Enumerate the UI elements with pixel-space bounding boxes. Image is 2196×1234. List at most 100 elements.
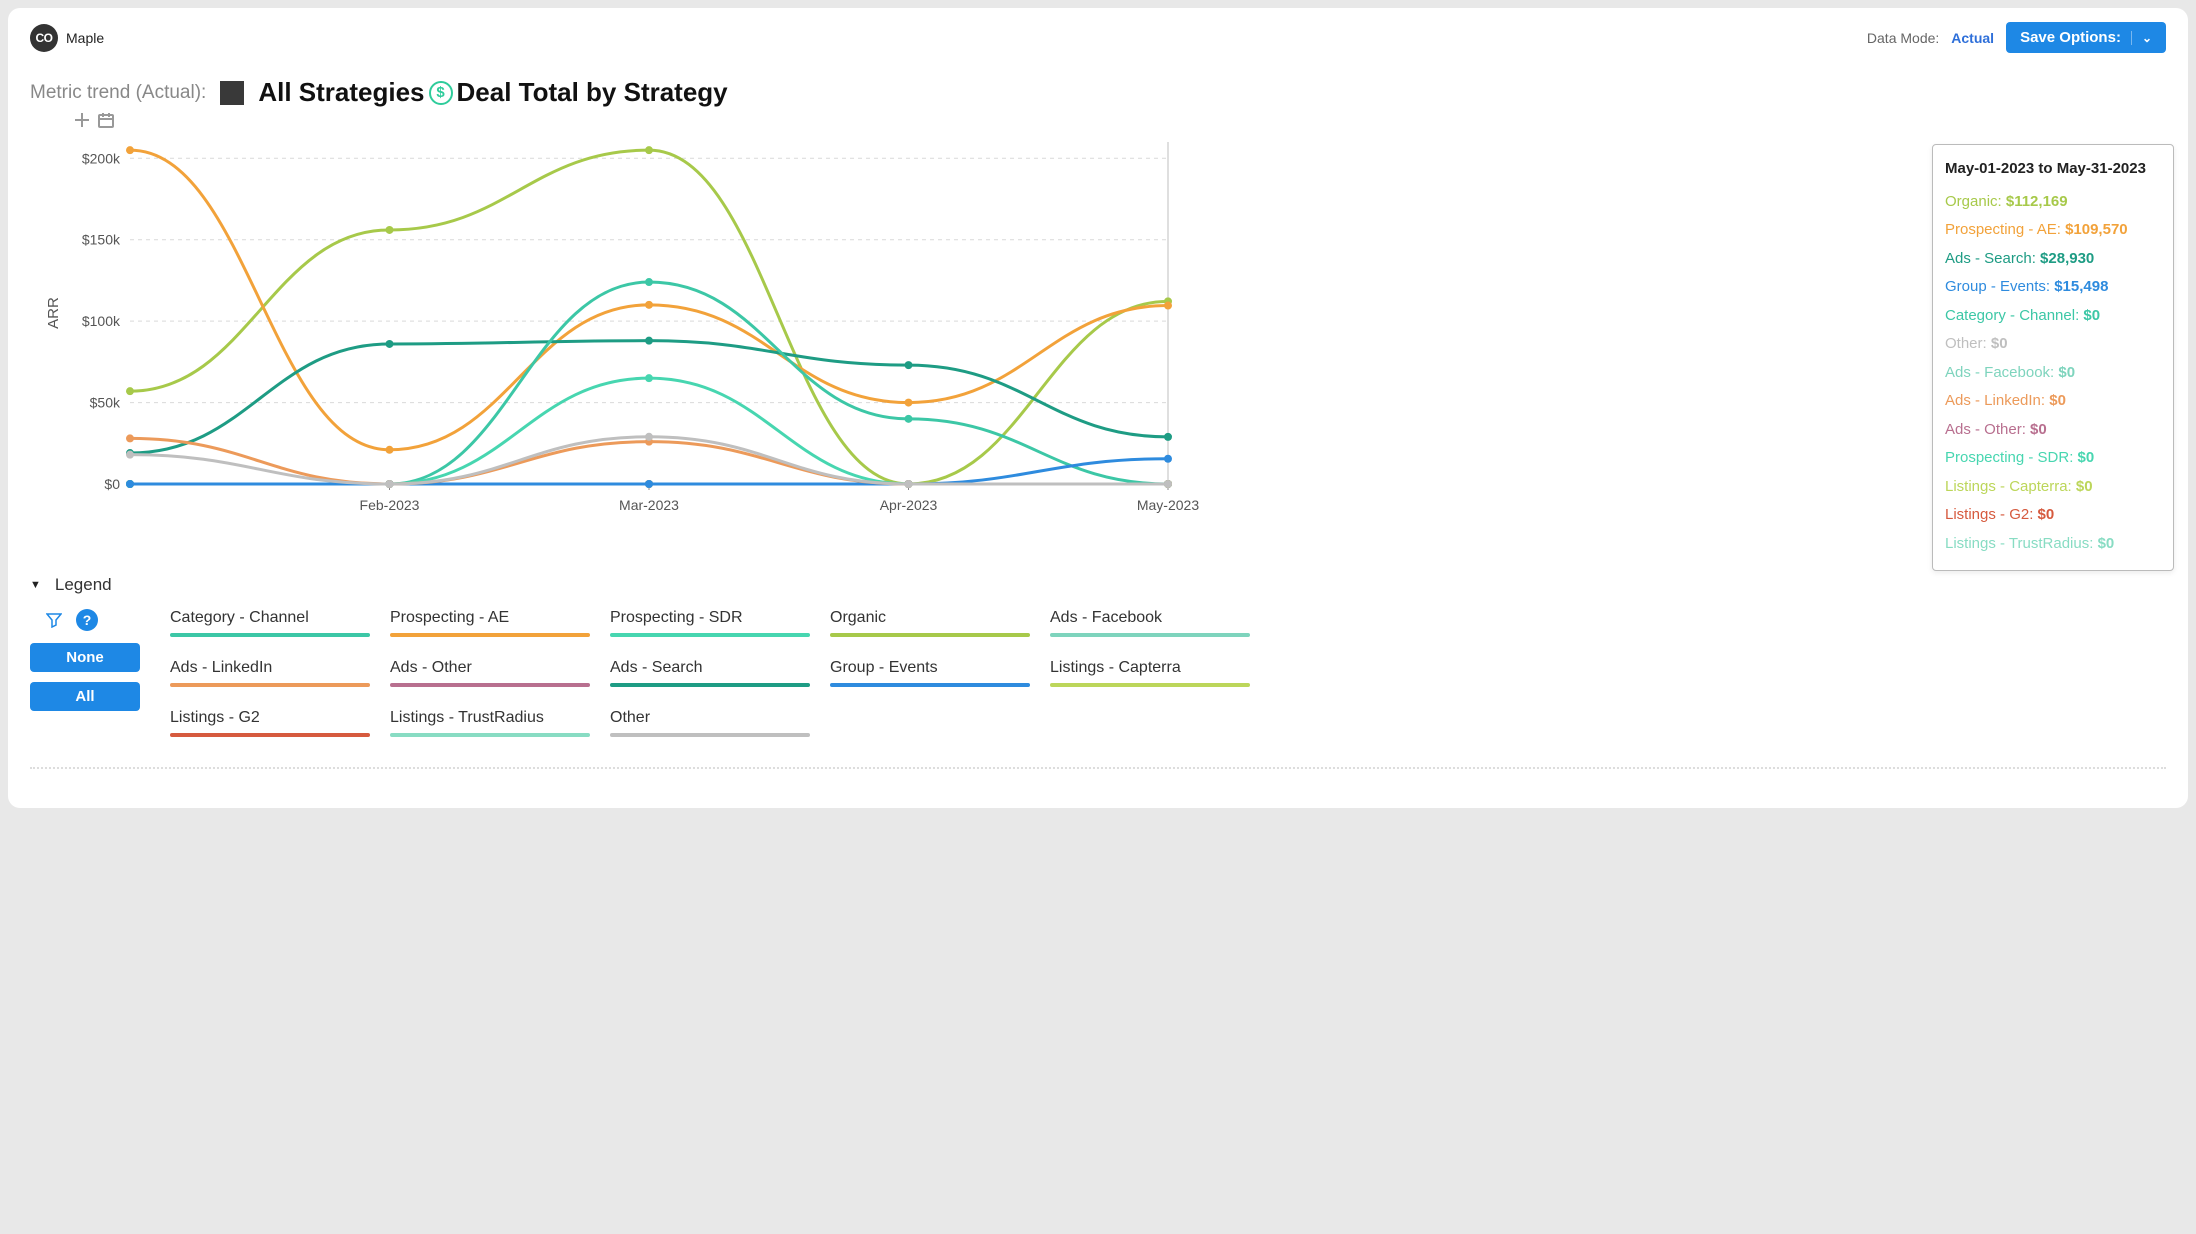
tooltip-row: Ads - Search: $28,930 [1945,245,2161,274]
legend-item-label: Ads - Search [610,659,820,677]
legend-item[interactable]: Listings - Capterra [1050,659,1260,687]
svg-text:Apr-2023: Apr-2023 [880,497,938,513]
tooltip-row: Listings - Capterra: $0 [1945,473,2161,502]
svg-text:Feb-2023: Feb-2023 [360,497,420,513]
chart-tool-icons[interactable] [72,110,116,130]
save-options-button[interactable]: Save Options: ⌄ [2006,22,2166,53]
title-part-a: All Strategies [258,77,424,108]
tooltip-row: Prospecting - AE: $109,570 [1945,216,2161,245]
legend-item[interactable]: Prospecting - SDR [610,609,820,637]
data-mode-value[interactable]: Actual [1951,30,1994,46]
chart-tooltip: May-01-2023 to May-31-2023 Organic: $112… [1932,144,2174,571]
brand: CO Maple [30,24,104,52]
tooltip-row: Listings - TrustRadius: $0 [1945,530,2161,559]
chart-title-row: Metric trend (Actual): All Strategies $D… [30,77,2166,108]
legend-none-button[interactable]: None [30,643,140,672]
tooltip-row: Organic: $112,169 [1945,188,2161,217]
title-color-swatch [220,81,244,105]
legend-item[interactable]: Category - Channel [170,609,380,637]
brand-logo: CO [30,24,58,52]
legend-body: ? None All Category - Channel Prospecting… [30,609,2166,737]
filter-icon[interactable] [46,612,62,628]
legend-item-label: Ads - LinkedIn [170,659,380,677]
svg-text:May-2023: May-2023 [1137,497,1199,513]
dollar-icon: $ [429,81,453,105]
legend-item-swatch [390,633,590,637]
title-part-b: Deal Total by Strategy [457,77,728,108]
plus-icon[interactable] [72,110,92,130]
legend-item-label: Listings - G2 [170,709,380,727]
tooltip-title: May-01-2023 to May-31-2023 [1945,155,2161,184]
legend-item-label: Other [610,709,820,727]
chart-area[interactable]: $0 $50k $100k $150k $200k ARR Feb-2023 Mar-2023… [38,114,2166,539]
tooltip-row: Listings - G2: $0 [1945,501,2161,530]
svg-text:$50k: $50k [90,395,121,411]
legend-item[interactable]: Ads - LinkedIn [170,659,380,687]
app-frame: CO Maple Data Mode: Actual Save Options:… [8,8,2188,808]
tooltip-row: Ads - Facebook: $0 [1945,359,2161,388]
svg-text:$0: $0 [104,476,120,492]
help-icon[interactable]: ? [76,609,98,631]
legend-item-label: Prospecting - SDR [610,609,820,627]
legend-title: Legend [55,575,112,595]
metric-label: Metric trend (Actual): [30,82,206,104]
legend-item-label: Organic [830,609,1040,627]
svg-text:$200k: $200k [82,150,121,166]
legend-item-swatch [170,633,370,637]
legend-item-label: Listings - TrustRadius [390,709,600,727]
legend-item-label: Listings - Capterra [1050,659,1260,677]
legend-item-label: Group - Events [830,659,1040,677]
legend-section: ▼ Legend ? None All Category - Channel Pr… [30,575,2166,769]
tooltip-row: Ads - LinkedIn: $0 [1945,387,2161,416]
legend-item-swatch [170,683,370,687]
legend-item-swatch [610,633,810,637]
data-mode-label: Data Mode: [1867,30,1939,46]
svg-text:$100k: $100k [82,313,121,329]
brand-name: Maple [66,30,104,46]
legend-item-swatch [830,683,1030,687]
chart-title: All Strategies $Deal Total by Strategy [258,77,727,108]
legend-controls: ? None All [30,609,146,711]
tooltip-row: Group - Events: $15,498 [1945,273,2161,302]
header: CO Maple Data Mode: Actual Save Options:… [30,22,2166,53]
tooltip-row: Ads - Other: $0 [1945,416,2161,445]
tooltip-row: Category - Channel: $0 [1945,302,2161,331]
legend-item-swatch [390,733,590,737]
legend-item[interactable]: Listings - G2 [170,709,380,737]
calendar-icon[interactable] [96,110,116,130]
legend-item[interactable]: Prospecting - AE [390,609,600,637]
legend-item[interactable]: Other [610,709,820,737]
legend-item-label: Ads - Other [390,659,600,677]
legend-item-label: Prospecting - AE [390,609,600,627]
legend-item[interactable]: Ads - Facebook [1050,609,1260,637]
legend-grid: Category - Channel Prospecting - AE Prospe… [170,609,1260,737]
chevron-down-icon: ⌄ [2131,31,2152,45]
svg-text:Mar-2023: Mar-2023 [619,497,679,513]
legend-item-swatch [1050,683,1250,687]
legend-item-label: Category - Channel [170,609,380,627]
svg-text:ARR: ARR [45,297,62,329]
legend-item-swatch [610,733,810,737]
legend-item[interactable]: Ads - Other [390,659,600,687]
caret-down-icon: ▼ [30,579,41,591]
svg-text:$150k: $150k [82,232,121,248]
legend-item-swatch [610,683,810,687]
legend-header[interactable]: ▼ Legend [30,575,2166,595]
legend-all-button[interactable]: All [30,682,140,711]
header-right: Data Mode: Actual Save Options: ⌄ [1867,22,2166,53]
legend-item-swatch [1050,633,1250,637]
chart-svg[interactable]: $0 $50k $100k $150k $200k ARR Feb-2023 Mar-2023… [38,114,1418,534]
legend-control-icons: ? [30,609,146,631]
legend-item[interactable]: Group - Events [830,659,1040,687]
legend-item-label: Ads - Facebook [1050,609,1260,627]
legend-item[interactable]: Ads - Search [610,659,820,687]
legend-item[interactable]: Listings - TrustRadius [390,709,600,737]
legend-item-swatch [390,683,590,687]
save-options-label: Save Options: [2020,29,2121,46]
divider [30,767,2166,769]
tooltip-row: Prospecting - SDR: $0 [1945,444,2161,473]
tooltip-row: Other: $0 [1945,330,2161,359]
legend-item-swatch [170,733,370,737]
legend-item[interactable]: Organic [830,609,1040,637]
legend-item-swatch [830,633,1030,637]
